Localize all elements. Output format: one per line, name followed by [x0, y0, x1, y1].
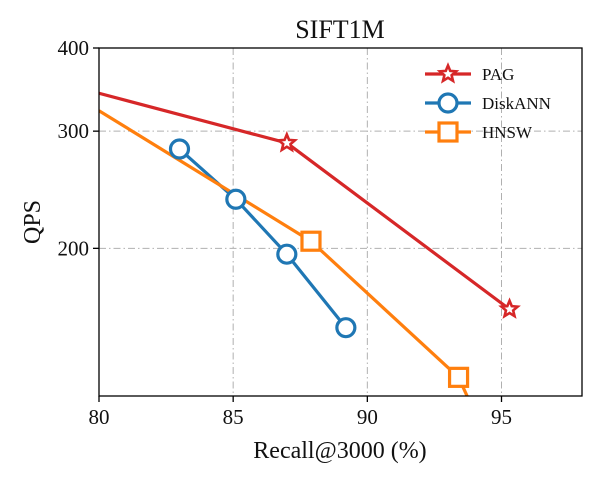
legend-marker-hnsw — [437, 121, 459, 143]
x-tick-label: 90 — [357, 405, 378, 429]
legend-label-hnsw: HNSW — [482, 123, 533, 142]
axis-ticks: 80 85 90 95 200 300 400 — [58, 36, 513, 429]
data-point-hnsw — [300, 230, 322, 252]
data-point-hnsw — [447, 366, 470, 388]
marker-layer — [168, 131, 521, 388]
y-tick-label: 200 — [58, 236, 90, 260]
data-point-diskann — [225, 188, 247, 210]
x-tick-label: 95 — [491, 405, 512, 429]
x-tick-label: 85 — [223, 405, 244, 429]
series-line-diskann — [178, 147, 348, 329]
x-tick-label: 80 — [89, 405, 110, 429]
x-axis-label: Recall@3000 (%) — [253, 438, 426, 464]
legend-label-diskann: DiskANN — [482, 94, 551, 113]
legend-label-pag: PAG — [482, 65, 514, 84]
legend-marker-pag — [436, 62, 460, 84]
data-point-diskann — [335, 317, 357, 339]
data-point-diskann — [276, 243, 298, 265]
data-point-pag — [275, 131, 299, 153]
legend-marker-diskann — [437, 92, 459, 114]
series-line-hnsw — [99, 109, 469, 396]
data-point-diskann — [168, 138, 191, 160]
y-axis-label: QPS — [20, 200, 46, 244]
grid — [99, 48, 582, 396]
legend: PAG DiskANN HNSW — [425, 62, 551, 143]
plot-frame — [98, 47, 583, 397]
chart-title: SIFT1M — [295, 15, 385, 44]
y-tick-label: 400 — [58, 36, 90, 60]
y-tick-label: 300 — [58, 119, 90, 143]
data-point-pag — [498, 297, 521, 319]
